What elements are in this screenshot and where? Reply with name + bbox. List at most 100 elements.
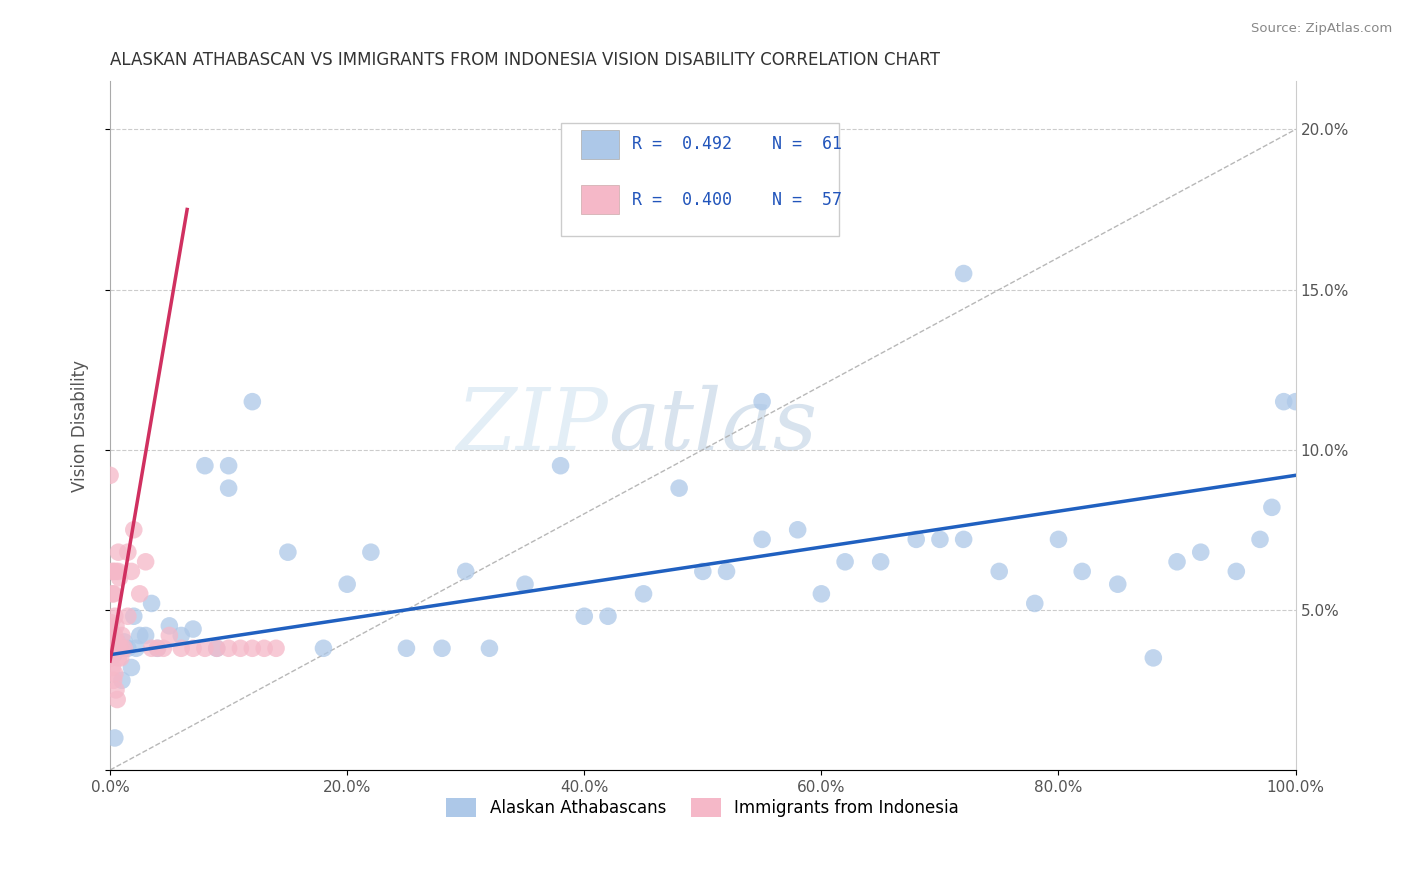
Text: ALASKAN ATHABASCAN VS IMMIGRANTS FROM INDONESIA VISION DISABILITY CORRELATION CH: ALASKAN ATHABASCAN VS IMMIGRANTS FROM IN… (110, 51, 941, 69)
Text: atlas: atlas (607, 384, 817, 467)
Point (101, 641, 124, 656)
Point (205, 641, 228, 656)
Point (100, 615, 122, 630)
Point (110, 651, 132, 665)
Point (112, 635, 135, 649)
Point (111, 628, 134, 642)
Point (135, 555, 157, 569)
FancyBboxPatch shape (561, 123, 839, 236)
Point (100, 628, 122, 642)
Point (100, 641, 122, 656)
Point (478, 641, 501, 656)
Point (988, 565, 1011, 579)
Point (128, 587, 150, 601)
Point (229, 641, 252, 656)
Point (104, 609, 127, 624)
Point (141, 641, 163, 656)
Point (952, 267, 974, 281)
Y-axis label: Vision Disability: Vision Disability (72, 359, 89, 491)
Point (834, 555, 856, 569)
Text: Source: ZipAtlas.com: Source: ZipAtlas.com (1251, 22, 1392, 36)
FancyBboxPatch shape (581, 186, 619, 214)
Point (1189, 545, 1212, 559)
Point (111, 641, 134, 656)
Point (98, 648, 121, 662)
Point (104, 731, 127, 745)
Point (240, 394, 263, 409)
Point (786, 523, 808, 537)
Point (101, 565, 124, 579)
Point (1225, 565, 1247, 579)
Point (103, 648, 125, 662)
Point (135, 628, 157, 642)
Point (108, 641, 131, 656)
Point (105, 682, 128, 697)
Point (104, 641, 127, 656)
Point (105, 692, 128, 706)
Point (170, 628, 193, 642)
Point (218, 481, 240, 495)
Point (152, 641, 174, 656)
Point (1249, 533, 1271, 547)
FancyBboxPatch shape (581, 130, 619, 159)
Point (513, 577, 536, 591)
Point (105, 641, 128, 656)
Point (1284, 394, 1306, 409)
Point (1047, 533, 1070, 547)
Point (117, 545, 139, 559)
Point (952, 533, 974, 547)
Point (205, 641, 228, 656)
Point (360, 545, 382, 559)
Point (105, 619, 128, 633)
Point (1142, 651, 1164, 665)
Point (117, 609, 139, 624)
Point (103, 648, 125, 662)
Point (101, 660, 124, 674)
Point (253, 641, 276, 656)
Point (101, 587, 124, 601)
Point (105, 635, 128, 649)
Point (117, 641, 139, 656)
Point (105, 635, 128, 649)
Point (181, 622, 204, 636)
Point (157, 619, 180, 633)
Point (596, 609, 619, 624)
Point (103, 565, 125, 579)
Point (336, 577, 359, 591)
Point (905, 533, 928, 547)
Point (692, 565, 714, 579)
Point (194, 458, 217, 473)
Point (194, 641, 217, 656)
Legend: Alaskan Athabascans, Immigrants from Indonesia: Alaskan Athabascans, Immigrants from Ind… (440, 791, 966, 823)
Point (107, 545, 129, 559)
Text: R =  0.400    N =  57: R = 0.400 N = 57 (631, 191, 842, 209)
Point (218, 458, 240, 473)
Point (146, 641, 169, 656)
Point (312, 641, 335, 656)
Point (574, 609, 596, 624)
Point (107, 565, 129, 579)
Point (157, 628, 180, 642)
Point (218, 641, 240, 656)
Point (120, 565, 142, 579)
Point (122, 609, 145, 624)
Point (122, 523, 145, 537)
Point (98, 468, 121, 483)
Point (104, 667, 127, 681)
Point (264, 641, 287, 656)
Point (240, 641, 263, 656)
Point (105, 565, 128, 579)
Point (1071, 565, 1094, 579)
Point (98, 622, 121, 636)
Point (810, 587, 832, 601)
Text: R =  0.492    N =  61: R = 0.492 N = 61 (631, 135, 842, 153)
Point (120, 660, 142, 674)
Point (104, 628, 127, 642)
Point (716, 565, 738, 579)
Point (101, 635, 124, 649)
Point (751, 394, 773, 409)
Point (277, 545, 299, 559)
Point (112, 641, 135, 656)
Point (103, 673, 125, 688)
Point (550, 458, 572, 473)
